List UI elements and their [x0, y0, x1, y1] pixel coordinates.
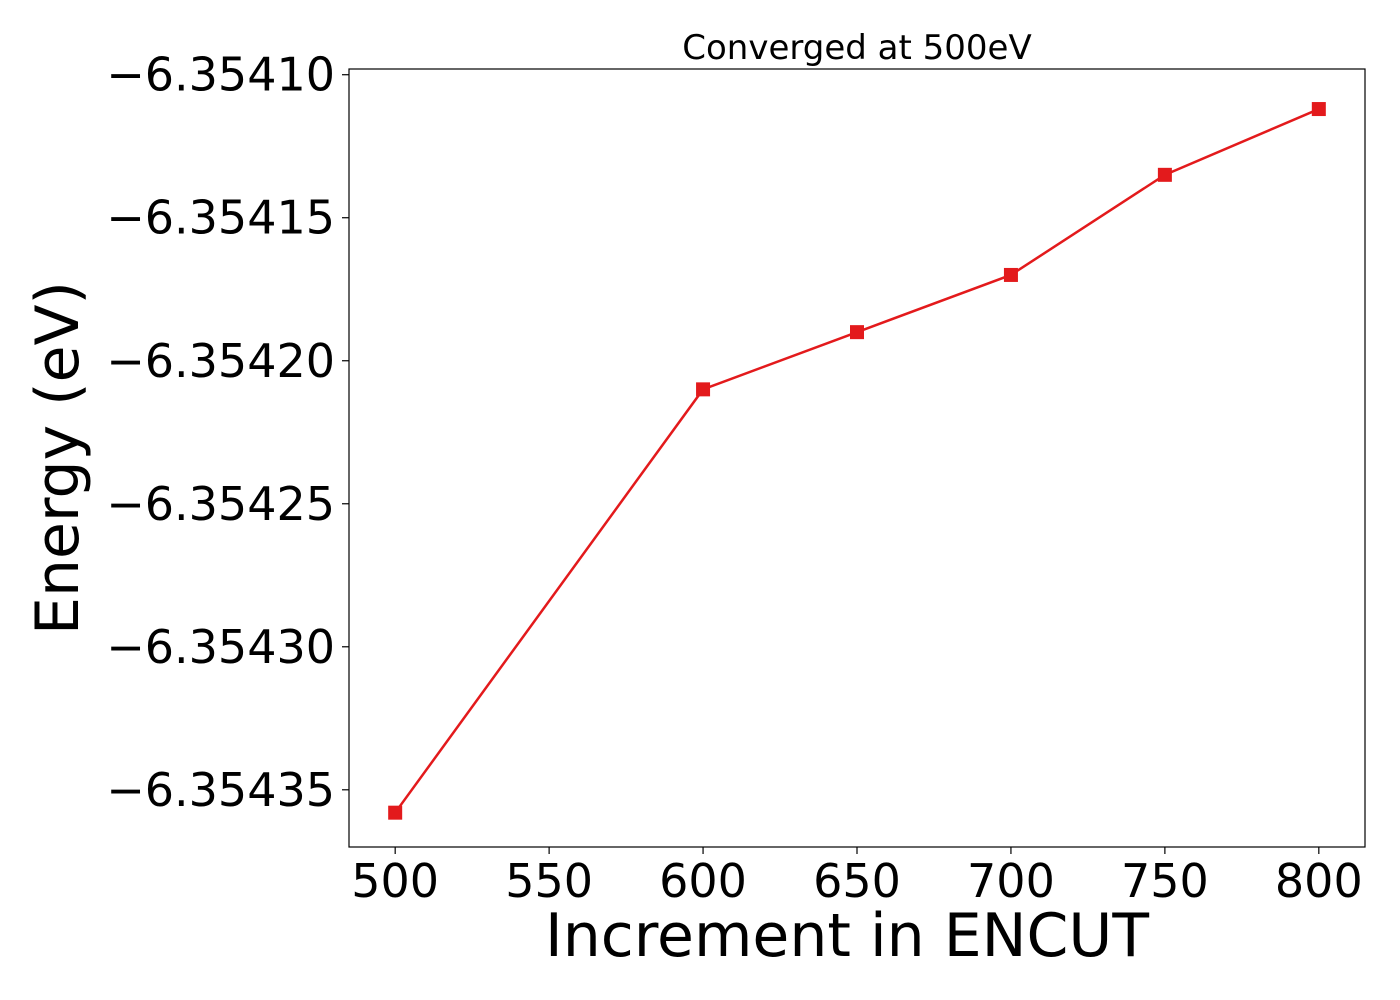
x-tick-label: 500 [351, 854, 439, 908]
y-tick-label: −6.35420 [106, 334, 335, 388]
x-tick-label: 550 [505, 854, 593, 908]
x-tick-label: 600 [659, 854, 747, 908]
y-axis: −6.35435 −6.35430 −6.35425 −6.35420 −6.35415… [106, 48, 349, 817]
series-layer [388, 102, 1326, 820]
y-tick-label: −6.35410 [106, 48, 335, 102]
data-point-marker [388, 805, 403, 820]
data-point-marker [1003, 267, 1018, 282]
data-point-marker [1157, 167, 1172, 182]
x-tick-label: 700 [967, 854, 1055, 908]
x-tick-label: 750 [1121, 854, 1209, 908]
y-tick-label: −6.35435 [106, 763, 335, 817]
data-point-marker [850, 325, 864, 340]
series-line [394, 107, 1320, 814]
data-point-marker [1311, 102, 1326, 117]
y-axis-label: Energy (eV) [23, 281, 93, 635]
x-tick-label: 800 [1275, 854, 1363, 908]
y-tick-label: −6.35430 [106, 620, 335, 674]
x-axis: 500 550 600 650 700 750 800 [351, 847, 1363, 908]
data-point-marker [696, 382, 711, 397]
chart-title: Converged at 500eV [682, 28, 1031, 68]
y-tick-label: −6.35415 [106, 191, 335, 245]
x-axis-label: Increment in ENCUT [545, 901, 1149, 971]
plot-area [348, 68, 1366, 848]
x-tick-label: 650 [813, 854, 901, 908]
y-tick-label: −6.35425 [106, 477, 335, 531]
